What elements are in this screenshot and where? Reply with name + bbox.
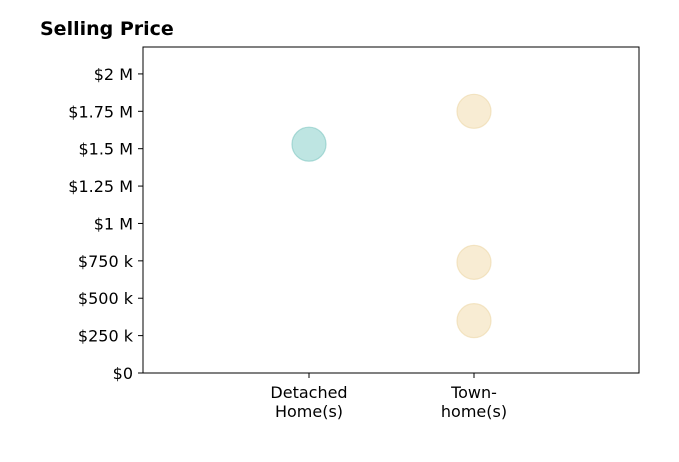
- y-tick-label: $1.75 M: [68, 102, 133, 121]
- x-tick-label: Home(s): [275, 402, 343, 421]
- data-point: [456, 244, 492, 280]
- y-tick-label: $250 k: [78, 327, 134, 346]
- chart-title: Selling Price: [40, 18, 174, 40]
- y-axis: $0 $250 k $500 k $750 k $1 M $1.25 M $1.5 M $1.…: [68, 65, 143, 383]
- y-tick-label: $2 M: [94, 65, 133, 84]
- x-tick-label: Town-: [450, 383, 497, 402]
- plot-area-frame: [142, 46, 640, 374]
- x-tick-label: Detached: [270, 383, 347, 402]
- y-tick-label: $1.25 M: [68, 177, 133, 196]
- data-point: [456, 303, 492, 339]
- y-tick-label: $0: [113, 364, 133, 383]
- data-point: [291, 126, 327, 162]
- data-points: [291, 93, 492, 339]
- data-point: [456, 93, 492, 129]
- y-tick-label: $1.5 M: [78, 140, 133, 159]
- y-tick-label: $750 k: [78, 252, 134, 271]
- x-tick-label: home(s): [441, 402, 507, 421]
- y-tick-label: $500 k: [78, 289, 134, 308]
- y-tick-label: $1 M: [94, 214, 133, 233]
